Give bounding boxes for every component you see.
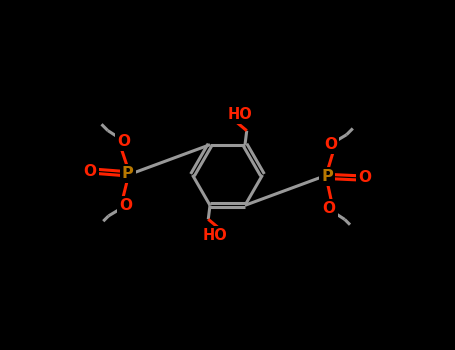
Text: O: O — [323, 202, 335, 216]
Text: HO: HO — [228, 107, 252, 122]
Text: O: O — [117, 134, 130, 148]
Text: P: P — [122, 166, 134, 181]
Text: P: P — [321, 169, 333, 184]
Text: O: O — [119, 198, 132, 213]
Text: O: O — [324, 137, 337, 152]
Text: O: O — [359, 170, 372, 185]
Text: O: O — [83, 164, 96, 179]
Text: HO: HO — [203, 228, 228, 243]
